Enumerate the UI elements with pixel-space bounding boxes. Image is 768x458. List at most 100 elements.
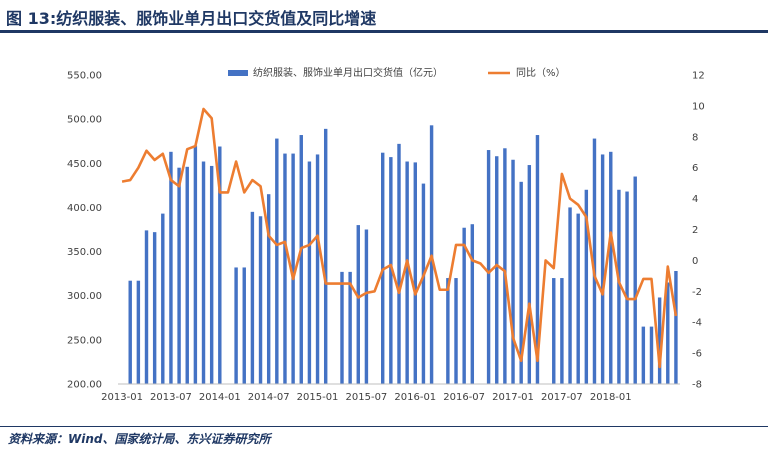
bar xyxy=(470,224,475,384)
y2-axis-tick: -8 xyxy=(692,380,702,391)
axes: 550.00 500.00 450.00 400.00 350.00 300.00 250.… xyxy=(67,71,705,404)
y2-axis-tick: 4 xyxy=(692,194,698,205)
bar xyxy=(161,213,165,384)
bar xyxy=(234,267,238,384)
y2-axis-tick: -6 xyxy=(692,349,702,360)
x-axis-tick: 2018-01 xyxy=(590,392,632,403)
bar xyxy=(307,161,312,384)
bar xyxy=(201,161,206,384)
bar xyxy=(340,271,344,384)
bar xyxy=(421,183,426,384)
bar xyxy=(503,148,507,384)
bar xyxy=(413,162,418,384)
y-axis-tick: 350.00 xyxy=(67,247,102,258)
bar xyxy=(405,161,409,384)
x-axis-tick: 2017-07 xyxy=(541,392,583,403)
bar xyxy=(275,138,279,384)
bar xyxy=(649,326,654,384)
chart: 550.00 500.00 450.00 400.00 350.00 300.00 250.… xyxy=(67,66,705,404)
bar xyxy=(462,227,466,384)
x-axis-tick: 2014-07 xyxy=(248,392,290,403)
bar xyxy=(299,135,303,384)
bar xyxy=(609,151,613,384)
source-note: 资料来源：Wind、国家统计局、东兴证券研究所 xyxy=(8,432,271,446)
bar xyxy=(527,165,532,384)
bar xyxy=(209,165,214,384)
x-axis-tick: 2016-07 xyxy=(443,392,485,403)
bar xyxy=(454,278,458,384)
bar xyxy=(568,207,572,384)
x-axis-tick: 2014-01 xyxy=(199,392,241,403)
bar xyxy=(356,225,360,384)
bar xyxy=(535,135,540,384)
bar xyxy=(519,181,523,384)
y2-axis-tick: 2 xyxy=(692,225,698,236)
y2-axis-tick: 12 xyxy=(692,71,705,82)
title-bar: 图 13:纺织服装、服饰业单月出口交货值及同比增速 xyxy=(0,0,768,30)
bar xyxy=(552,278,556,384)
bar xyxy=(584,189,589,384)
x-axis-tick: 2015-07 xyxy=(346,392,388,403)
bar xyxy=(250,211,255,384)
y-axis-tick: 300.00 xyxy=(67,291,102,302)
bar xyxy=(266,194,271,384)
x-axis-tick: 2017-01 xyxy=(492,392,534,403)
bar xyxy=(291,153,295,384)
x-axis-tick: 2013-07 xyxy=(150,392,192,403)
bar xyxy=(397,143,401,384)
y2-axis-tick: 8 xyxy=(692,132,698,143)
bar xyxy=(193,145,198,384)
chart-title: 图 13:纺织服装、服饰业单月出口交货值及同比增速 xyxy=(6,9,377,28)
y-axis-tick: 400.00 xyxy=(67,203,102,214)
y2-axis-tick: 0 xyxy=(692,256,698,267)
y-axis-tick: 550.00 xyxy=(67,71,102,82)
bar xyxy=(576,213,580,384)
bar xyxy=(641,326,646,384)
bar xyxy=(666,282,670,384)
bar xyxy=(258,216,263,384)
bar xyxy=(348,271,352,384)
bar xyxy=(169,151,173,384)
bar xyxy=(185,166,189,384)
bar xyxy=(323,128,328,384)
bar xyxy=(315,154,320,384)
bar xyxy=(242,267,246,384)
bar xyxy=(511,159,515,384)
title-underline xyxy=(0,30,768,33)
line-series xyxy=(121,107,678,369)
legend-bar-swatch xyxy=(228,70,248,76)
bar xyxy=(674,270,678,384)
y2-axis-tick: -4 xyxy=(692,318,702,329)
bar xyxy=(592,138,597,384)
bar xyxy=(486,150,491,384)
bar xyxy=(218,146,222,384)
bar xyxy=(495,156,499,384)
bar xyxy=(625,191,629,384)
bar xyxy=(560,278,564,384)
bar xyxy=(389,157,393,384)
y-axis-tick: 500.00 xyxy=(67,115,102,126)
bar xyxy=(600,154,605,384)
bar xyxy=(617,189,621,384)
x-axis-tick: 2013-01 xyxy=(101,392,143,403)
legend: 纺织服装、服饰业单月出口交货值（亿元） 同比（%） xyxy=(228,66,566,79)
bar xyxy=(657,297,662,384)
bar-series xyxy=(128,125,678,384)
x-axis-tick: 2015-01 xyxy=(297,392,339,403)
bar xyxy=(144,230,149,384)
line-path xyxy=(121,107,678,369)
legend-bar-label: 纺织服装、服饰业单月出口交货值（亿元） xyxy=(253,66,443,79)
bar xyxy=(128,280,132,384)
bar xyxy=(283,153,287,384)
bar xyxy=(633,176,637,384)
y-axis-tick: 250.00 xyxy=(67,335,102,346)
bar xyxy=(177,167,181,384)
x-axis-tick: 2016-01 xyxy=(394,392,436,403)
bar xyxy=(152,232,157,384)
y-axis-tick: 450.00 xyxy=(67,159,102,170)
legend-line-label: 同比（%） xyxy=(516,67,566,79)
bar xyxy=(364,229,369,384)
y2-axis-tick: 6 xyxy=(692,163,698,174)
y2-axis-tick: 10 xyxy=(692,101,705,112)
bar xyxy=(136,280,141,384)
